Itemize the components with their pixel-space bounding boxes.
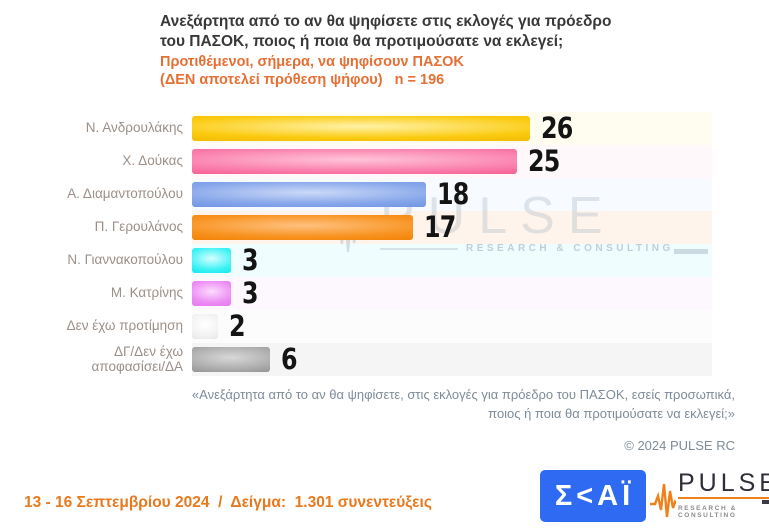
bar-label: Δεν έχω προτίμηση: [66, 318, 183, 334]
bar: [192, 215, 413, 240]
skai-logo-text: Σ<ΑΪ: [554, 479, 635, 512]
table-row: Α. Διαμαντοπούλου 18: [8, 178, 712, 211]
bar-label: ΔΓ/Δεν έχω αποφασίσει/ΔΑ: [91, 343, 183, 374]
bar-label: Ν. Ανδρουλάκης: [85, 120, 183, 136]
bar-label: Ν. Γιαννακοπούλου: [67, 252, 183, 268]
bar-track: 3: [192, 244, 712, 277]
bar-value: 18: [437, 176, 469, 211]
pulse-waveform-icon: [650, 483, 676, 518]
bar-label: Π. Γερουλάνος: [94, 219, 183, 235]
bar: [192, 347, 270, 372]
bar-label: Α. Διαμαντοπούλου: [67, 186, 183, 202]
bar-label: Χ. Δούκας: [122, 153, 183, 169]
table-row: ΔΓ/Δεν έχω αποφασίσει/ΔΑ 6: [8, 343, 712, 376]
bar-track: 6: [192, 343, 712, 376]
bar: [192, 149, 517, 174]
pulse-logo-brand: PULSE: [678, 469, 769, 497]
pulse-logo-body: PULSE RESEARCH & CONSULTING: [678, 471, 769, 519]
table-row: Μ. Κατρίνης 3: [8, 277, 712, 310]
bar-track: 17: [192, 211, 712, 244]
bar: [192, 116, 530, 141]
bar-value: 3: [242, 275, 259, 310]
page-subtitle: Προτιθέμενοι, σήμερα, να ψηφίσουν ΠΑΣΟΚ …: [160, 54, 464, 88]
table-row: Ν. Ανδρουλάκης 26: [8, 112, 712, 145]
bar-value: 2: [229, 308, 246, 343]
bar: [192, 248, 231, 273]
bar-track: 3: [192, 277, 712, 310]
bar: [192, 281, 231, 306]
bar-value: 26: [541, 110, 573, 145]
bar-track: 25: [192, 145, 712, 178]
bar-value: 17: [424, 209, 456, 244]
pulse-logo-tagline: RESEARCH & CONSULTING: [678, 505, 737, 519]
table-row: Χ. Δούκας 25: [8, 145, 712, 178]
bar-label: Μ. Κατρίνης: [110, 285, 183, 301]
bar: [192, 314, 218, 339]
bar-chart: Ν. Ανδρουλάκης 26 Χ. Δούκας 25 Α. Διαμαν…: [8, 112, 712, 376]
skai-logo: Σ<ΑΪ: [540, 470, 646, 522]
table-row: Π. Γερουλάνος 17: [8, 211, 712, 244]
bar-value: 25: [528, 143, 560, 178]
bar-value: 6: [281, 341, 298, 376]
bar: [192, 182, 426, 207]
pulse-logo-mark: [761, 500, 769, 504]
header: Ανεξάρτητα από το αν θα ψηφίσετε στις εκ…: [160, 12, 640, 89]
pulse-logo-rule: [678, 497, 769, 499]
page-title: Ανεξάρτητα από το αν θα ψηφίσετε στις εκ…: [160, 13, 612, 50]
pulse-logo-sub: RESEARCH & CONSULTING: [678, 497, 769, 519]
bar-value: 3: [242, 242, 259, 277]
chart-rows: Ν. Ανδρουλάκης 26 Χ. Δούκας 25 Α. Διαμαν…: [8, 112, 712, 376]
bar-track: 26: [192, 112, 712, 145]
bar-track: 18: [192, 178, 712, 211]
bar-track: 2: [192, 310, 712, 343]
fieldwork-date-sample: 13 - 16 Σεπτεμβρίου 2024 / Δείγμα: 1.301…: [24, 494, 432, 511]
copyright: © 2024 PULSE RC: [624, 438, 735, 453]
pulse-logo: PULSE RESEARCH & CONSULTING: [650, 466, 769, 524]
table-row: Ν. Γιαννακοπούλου 3: [8, 244, 712, 277]
footnote: «Ανεξάρτητα από το αν θα ψηφίσετε, στις …: [191, 387, 735, 421]
table-row: Δεν έχω προτίμηση 2: [8, 310, 712, 343]
